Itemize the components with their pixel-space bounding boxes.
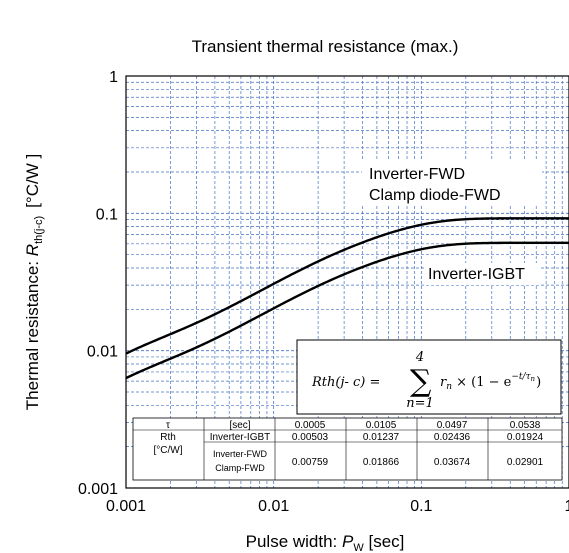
y-axis-label-symbol: R <box>23 244 42 256</box>
tick-labels: 0.001 0.01 0.1 1 0.001 0.01 0.1 1 <box>78 69 569 515</box>
table-fwd-r2: 0.01866 <box>363 457 400 468</box>
table-igbt-r4: 0.01924 <box>507 432 544 443</box>
x-axis-label-main: Pulse width: <box>246 532 342 551</box>
formula-r: r <box>440 375 447 390</box>
formula-frame <box>296 339 562 415</box>
table-header-tau1: 0.0005 <box>295 420 326 431</box>
table-fwd-r4: 0.02901 <box>507 457 544 468</box>
x-tick-label: 0.01 <box>258 498 289 515</box>
y-axis-label-subscript: th(j-c) <box>33 216 45 244</box>
chart-title: Transient thermal resistance (max.) <box>192 37 459 56</box>
table-rth-unit: [°C/W] <box>154 445 183 456</box>
table-fwd-label-1: Inverter-FWD <box>213 449 268 459</box>
series-lines <box>125 217 569 380</box>
y-tick-label: 0.1 <box>96 206 118 223</box>
x-axis-label: Pulse width: PW [sec] <box>246 532 405 553</box>
fwd-label-background <box>362 160 542 206</box>
table-frame <box>132 417 563 481</box>
table-header-tau2: 0.0105 <box>366 420 397 431</box>
table-header-tau3: 0.0497 <box>437 420 468 431</box>
formula-sum-symbol: ∑ <box>410 364 432 399</box>
y-tick-label: 0.01 <box>87 344 118 361</box>
formula-close: ) <box>536 375 541 390</box>
series-line-igbt <box>125 241 569 380</box>
formula-mid: × (1 − e <box>452 375 512 390</box>
formula-sum-upper: 4 <box>415 350 424 365</box>
parameter-table: τ [sec] 0.0005 0.0105 0.0497 0.0538 Rth … <box>132 417 563 481</box>
formula-sum-lower: n=1 <box>406 396 434 411</box>
series-line-fwd <box>125 217 569 355</box>
table-header-tau: τ <box>166 420 170 431</box>
y-axis-label-unit: [°C/W ] <box>23 154 42 208</box>
y-axis-label-main: Thermal resistance: <box>23 256 42 410</box>
table-igbt-label: Inverter-IGBT <box>210 432 271 443</box>
formula-rhs: rn × (1 − e−t/τn) <box>440 372 541 392</box>
table-igbt-r3: 0.02436 <box>434 432 471 443</box>
plot-frame <box>125 75 569 489</box>
table-header-unit: [sec] <box>229 420 250 431</box>
x-tick-label: 0.1 <box>410 498 432 515</box>
table-fwd-r3: 0.03674 <box>434 457 471 468</box>
y-tick-label: 0.001 <box>78 481 118 498</box>
table-rth-label: Rth <box>160 432 176 443</box>
x-axis-label-subscript: W <box>353 542 364 553</box>
formula-lhs: Rth(j- c) = <box>311 375 380 390</box>
table-header-tau4: 0.0538 <box>510 420 541 431</box>
formula-exponent-subscript: n <box>531 375 536 383</box>
x-axis-label-unit: [sec] <box>364 532 405 551</box>
x-axis-label-symbol: P <box>342 532 354 551</box>
series-label-clamp-diode-fwd: Clamp diode-FWD <box>369 187 501 204</box>
formula-box: Rth(j- c) = ∑ 4 n=1 rn × (1 − e−t/τn) <box>296 339 562 415</box>
table-fwd-r1: 0.00759 <box>292 457 329 468</box>
series-label-inverter-igbt: Inverter-IGBT <box>428 266 525 283</box>
table-igbt-r1: 0.00503 <box>292 432 329 443</box>
formula-exponent: −t/τ <box>511 372 531 382</box>
y-axis-label: Thermal resistance: Rth(j-c) [°C/W ] <box>23 154 45 410</box>
x-tick-label: 1 <box>565 498 569 515</box>
x-tick-label: 0.001 <box>106 498 146 515</box>
table-fwd-label-2: Clamp-FWD <box>215 463 265 473</box>
y-tick-label: 1 <box>109 69 118 86</box>
table-igbt-r2: 0.01237 <box>363 432 400 443</box>
formula-r-subscript: n <box>446 382 452 392</box>
igbt-label-background <box>425 263 541 285</box>
series-label-inverter-fwd: Inverter-FWD <box>369 166 465 183</box>
